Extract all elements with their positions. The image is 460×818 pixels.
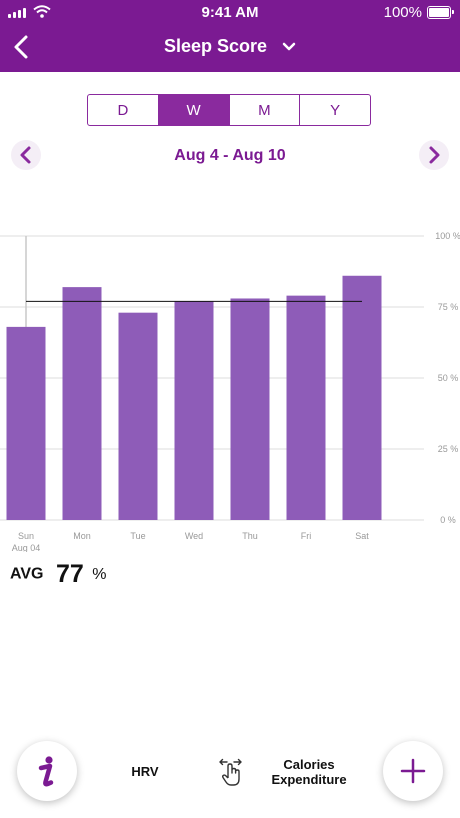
- sleep-score-bar-chart[interactable]: 0 % 25 % 50 % 75 % 100 % Sun Aug 04 Mon Tue Wed Th…: [0, 222, 460, 552]
- signal-icon: [8, 8, 26, 18]
- tab-month[interactable]: M: [230, 95, 301, 125]
- avg-value: 77: [55, 560, 84, 588]
- y-tick-label: 100 %: [435, 231, 460, 241]
- tab-day[interactable]: D: [88, 95, 159, 125]
- next-period-button[interactable]: [419, 140, 449, 170]
- battery-percentage: 100%: [383, 4, 422, 21]
- chart-bar[interactable]: [6, 326, 46, 520]
- wifi-icon: [33, 5, 51, 18]
- title-dropdown[interactable]: Sleep Score: [0, 36, 460, 57]
- chart-bar[interactable]: [286, 295, 326, 520]
- period-selector: D W M Y: [87, 94, 371, 126]
- average-summary: AVG 77 %: [10, 560, 106, 589]
- plus-icon: [400, 758, 426, 784]
- chevron-left-icon: [20, 146, 31, 164]
- calories-label: Calories: [283, 757, 335, 772]
- x-tick-label: Mon: [73, 531, 91, 541]
- y-tick-label: 50 %: [438, 373, 459, 383]
- chart-bar[interactable]: [342, 275, 382, 520]
- calories-expenditure-button[interactable]: Calories Expenditure: [262, 757, 356, 787]
- avg-unit: %: [92, 565, 107, 583]
- x-tick-label: Sat: [355, 531, 369, 541]
- chevron-right-icon: [429, 146, 440, 164]
- battery-icon: [427, 6, 454, 19]
- x-tick-label: Fri: [301, 531, 312, 541]
- page-title: Sleep Score: [163, 36, 268, 56]
- app-header: 9:41 AM 100% Sleep Score: [0, 0, 460, 72]
- x-tick-label: Wed: [185, 531, 203, 541]
- info-button[interactable]: [17, 741, 77, 801]
- y-tick-label: 25 %: [438, 444, 459, 454]
- info-icon: [38, 756, 54, 787]
- x-tick-sublabel: Aug 04: [12, 543, 41, 552]
- chart-bar[interactable]: [230, 298, 270, 520]
- chart-bar[interactable]: [62, 287, 102, 520]
- previous-period-button[interactable]: [11, 140, 41, 170]
- x-tick-label: Thu: [242, 531, 258, 541]
- y-tick-label: 0 %: [440, 515, 456, 525]
- swipe-hand-icon[interactable]: [217, 756, 245, 788]
- tab-week[interactable]: W: [158, 95, 230, 125]
- x-tick-label: Tue: [130, 531, 145, 541]
- hrv-button[interactable]: HRV: [131, 764, 159, 779]
- avg-label: AVG: [10, 565, 44, 583]
- back-button[interactable]: [6, 30, 38, 64]
- chart-bar[interactable]: [174, 301, 214, 520]
- y-tick-label: 75 %: [438, 302, 459, 312]
- tab-year[interactable]: Y: [330, 101, 341, 119]
- x-tick-label: Sun: [18, 531, 34, 541]
- add-button[interactable]: [383, 741, 443, 801]
- status-bar: 9:41 AM 100%: [0, 0, 460, 26]
- date-range-label: Aug 4 - Aug 10: [174, 147, 286, 164]
- expenditure-label: Expenditure: [271, 772, 347, 787]
- chevron-down-icon[interactable]: [282, 42, 296, 52]
- chart-bar[interactable]: [118, 312, 158, 520]
- status-time: 9:41 AM: [201, 4, 259, 21]
